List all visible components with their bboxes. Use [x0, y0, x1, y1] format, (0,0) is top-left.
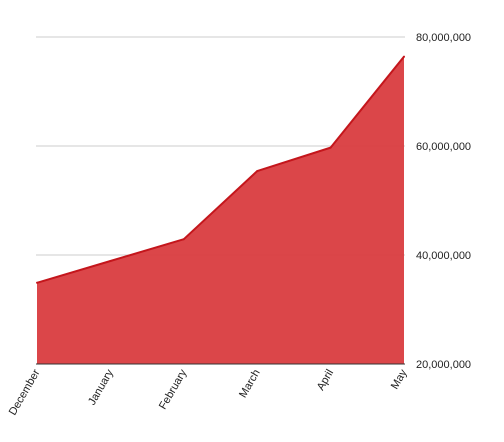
y-axis: 20,000,000 40,000,000 60,000,000 80,000,000 [416, 32, 471, 371]
x-tick-label: March [237, 368, 263, 400]
y-tick-label: 20,000,000 [416, 359, 471, 371]
data-point [403, 55, 405, 58]
x-tick-label: January [86, 367, 116, 407]
series-line [36, 55, 405, 284]
y-tick-label: 40,000,000 [416, 250, 471, 262]
area-fill [37, 56, 404, 365]
data-point [329, 146, 332, 149]
data-point [182, 238, 185, 241]
data-point [109, 259, 112, 262]
data-point [256, 170, 259, 173]
x-tick-label: April [315, 368, 336, 393]
data-point [36, 281, 38, 284]
x-tick-label: December [7, 367, 43, 417]
x-tick-label: May [389, 367, 410, 391]
y-tick-label: 60,000,000 [416, 141, 471, 153]
area-series [36, 55, 405, 365]
x-axis: December January February March April May [7, 363, 410, 417]
x-tick-label: February [157, 367, 190, 412]
y-tick-label: 80,000,000 [416, 32, 471, 44]
